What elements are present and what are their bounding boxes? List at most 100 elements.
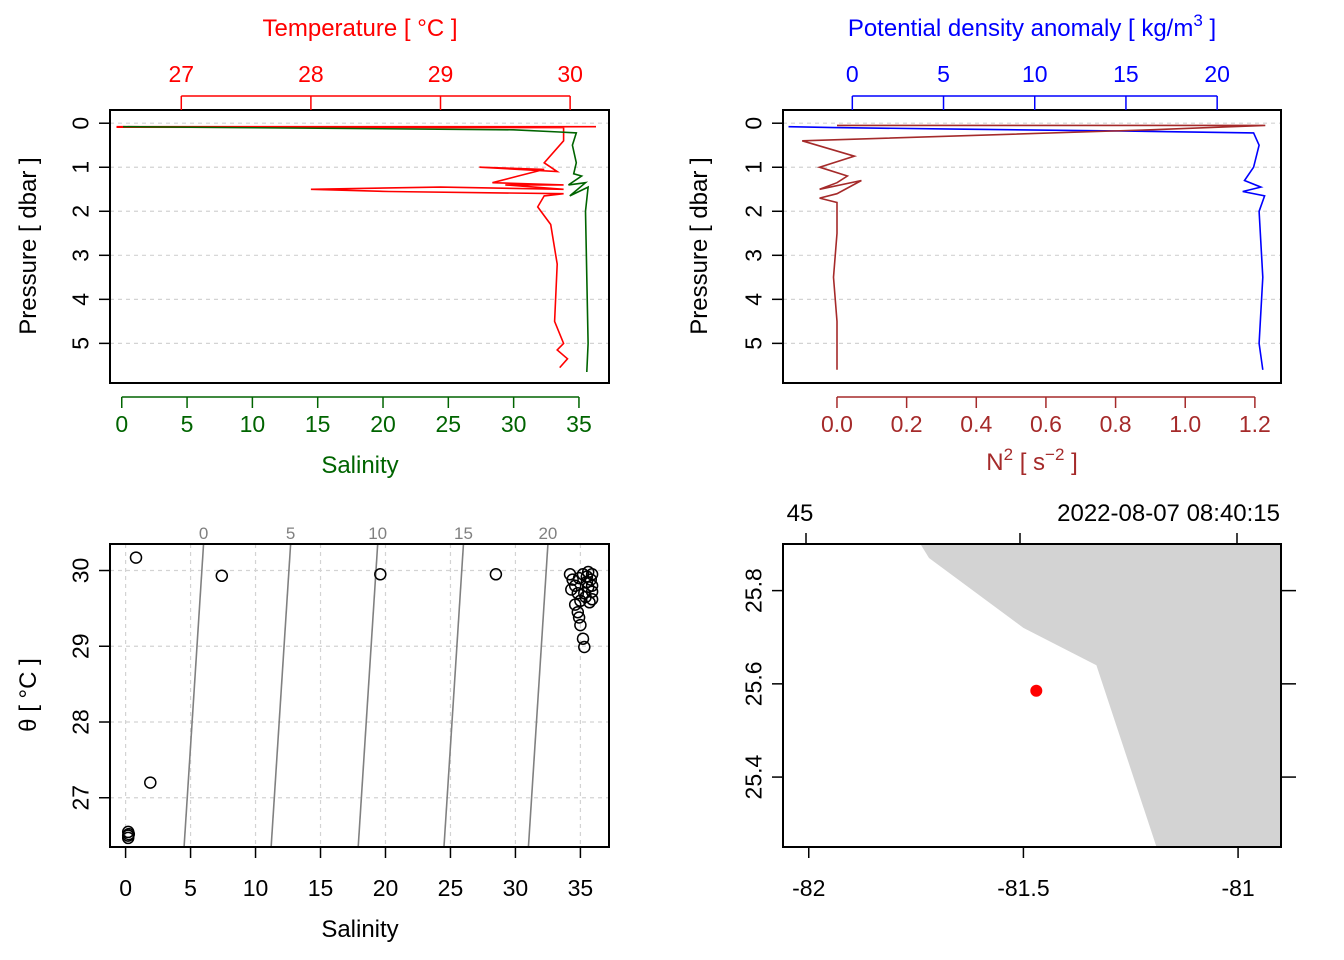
isopycnal-line bbox=[443, 543, 465, 848]
data-point bbox=[568, 579, 582, 592]
ts-diagram-axes: 0 5 10 15 20 25 30 35 27 28 29 30 bbox=[68, 558, 594, 901]
density-profile-frame bbox=[782, 109, 1282, 384]
density-tick-label: 5 bbox=[937, 61, 950, 87]
salinity-profile-line bbox=[123, 125, 590, 373]
y-tick-label: 27 bbox=[68, 785, 94, 811]
density-profile-panel: 0 1 2 3 4 5 0.0 0.2 0.4 0.6 0.8 1.0 1.2 0 5 10 15 20 Pote… bbox=[686, 11, 1282, 476]
data-point bbox=[129, 551, 143, 564]
density-profile-axes: 0 1 2 3 4 5 0.0 0.2 0.4 0.6 0.8 1.0 1.2 0 5 10 15 20 bbox=[741, 61, 1271, 437]
y-tick-label: 2 bbox=[68, 205, 94, 218]
x-tick-label: 30 bbox=[503, 875, 529, 901]
ts-diagram-frame bbox=[109, 543, 610, 848]
y-tick-label: 5 bbox=[741, 337, 767, 350]
ts-profile-axes: 0 1 2 3 4 5 0 5 10 15 20 25 30 35 27 28 29 30 bbox=[68, 61, 592, 437]
x-tick-label: 25 bbox=[438, 875, 464, 901]
x-tick-label: 20 bbox=[373, 875, 399, 901]
ts-diagram-points bbox=[121, 551, 599, 845]
isopycnal-label: 0 bbox=[199, 524, 208, 543]
y-tick-label: 3 bbox=[68, 249, 94, 262]
density-tick-label: 0 bbox=[846, 61, 859, 87]
y-tick-label: 1 bbox=[68, 161, 94, 174]
data-point bbox=[489, 568, 503, 581]
x-tick-label: 5 bbox=[184, 875, 197, 901]
ts-profile-panel: 0 1 2 3 4 5 0 5 10 15 20 25 30 35 27 28 29 30 Temperature… bbox=[15, 15, 610, 479]
data-point bbox=[578, 640, 591, 654]
n2-axis-title-unit: [ s bbox=[1013, 449, 1045, 476]
data-point bbox=[571, 605, 585, 619]
data-point bbox=[578, 586, 591, 600]
density-tick-label: 15 bbox=[1113, 61, 1139, 87]
salinity-tick-label: 20 bbox=[370, 411, 396, 437]
latitude-tick-label: 25.6 bbox=[741, 661, 767, 706]
y-tick-label: 2 bbox=[741, 205, 767, 218]
data-point bbox=[585, 568, 599, 581]
density-axis-title-exponent: 3 bbox=[1193, 11, 1202, 30]
density-profile-series bbox=[788, 124, 1266, 370]
isopycnal-line bbox=[527, 543, 549, 848]
data-point bbox=[571, 586, 585, 600]
density-axis-title: Potential density anomaly [ kg/m3 ] bbox=[848, 11, 1216, 42]
data-point bbox=[215, 569, 229, 583]
y-tick-label: 3 bbox=[741, 249, 767, 262]
x-tick-label: 10 bbox=[243, 875, 269, 901]
n2-tick-label: 0.2 bbox=[891, 411, 923, 437]
data-point bbox=[565, 583, 578, 596]
isopycnal-line bbox=[183, 543, 205, 848]
density-axis-title-end: ] bbox=[1203, 15, 1216, 42]
n2-tick-label: 0.0 bbox=[821, 411, 853, 437]
salinity-axis-title: Salinity bbox=[321, 452, 398, 479]
n2-axis-title: N2 [ s−2 ] bbox=[986, 445, 1078, 476]
n2-axis-title-end: ] bbox=[1064, 449, 1077, 476]
y-tick-label: 0 bbox=[68, 117, 94, 130]
longitude-tick-label: -82 bbox=[792, 875, 825, 901]
y-tick-label: 29 bbox=[68, 633, 94, 659]
density-tick-label: 10 bbox=[1022, 61, 1048, 87]
salinity-tick-label: 5 bbox=[181, 411, 194, 437]
salinity-tick-label: 30 bbox=[501, 411, 527, 437]
n2-axis-title-exponent: 2 bbox=[1004, 445, 1013, 464]
longitude-tick-label: -81 bbox=[1221, 875, 1254, 901]
station-map-axes: -82 -81.5 -81 25.4 25.6 25.8 bbox=[741, 568, 1296, 901]
n2-tick-label: 1.2 bbox=[1239, 411, 1271, 437]
density-profile-line bbox=[788, 125, 1266, 370]
n2-tick-label: 0.8 bbox=[1100, 411, 1132, 437]
data-point bbox=[374, 568, 387, 581]
data-point bbox=[122, 827, 136, 841]
ts-profile-frame bbox=[109, 109, 610, 384]
isopycnal-label: 20 bbox=[538, 524, 557, 543]
data-point bbox=[144, 776, 157, 789]
data-point bbox=[583, 596, 596, 609]
y-tick-label: 4 bbox=[68, 293, 94, 306]
station-map-panel: -82 -81.5 -81 25.4 25.6 25.8 45 2022-08-07 08… bbox=[741, 500, 1296, 901]
data-point bbox=[574, 618, 587, 632]
salinity-tick-label: 25 bbox=[436, 411, 462, 437]
ts-profile-series bbox=[116, 125, 597, 373]
isopycnal-label: 15 bbox=[454, 524, 473, 543]
y-tick-label: 1 bbox=[741, 161, 767, 174]
data-point bbox=[568, 598, 582, 611]
isopycnal-line bbox=[357, 543, 379, 848]
y-tick-label: 0 bbox=[741, 117, 767, 130]
data-point bbox=[566, 573, 579, 586]
longitude-tick-label: -81.5 bbox=[997, 875, 1049, 901]
ts-profile-gridlines bbox=[110, 122, 609, 344]
density-profile-gridlines bbox=[783, 122, 1281, 344]
data-point bbox=[572, 611, 586, 624]
density-tick-label: 20 bbox=[1204, 61, 1230, 87]
y-tick-label: 30 bbox=[68, 558, 94, 584]
temperature-tick-label: 27 bbox=[168, 61, 194, 87]
temperature-profile-line bbox=[116, 125, 597, 369]
theta-axis-title: θ [ °C ] bbox=[15, 658, 42, 732]
temperature-tick-label: 30 bbox=[557, 61, 583, 87]
land-polygon bbox=[920, 544, 1281, 847]
n2-tick-label: 0.6 bbox=[1030, 411, 1062, 437]
salinity-tick-label: 10 bbox=[240, 411, 266, 437]
latitude-tick-label: 25.4 bbox=[741, 754, 767, 799]
salinity-tick-label: 0 bbox=[115, 411, 128, 437]
y-tick-label: 28 bbox=[68, 709, 94, 735]
salinity-axis-title: Salinity bbox=[321, 916, 398, 943]
station-time-label: 2022-08-07 08:40:15 bbox=[1057, 500, 1280, 527]
n2-axis-title-unit-exponent: −2 bbox=[1045, 445, 1064, 464]
n2-axis-title-main: N bbox=[986, 449, 1003, 476]
